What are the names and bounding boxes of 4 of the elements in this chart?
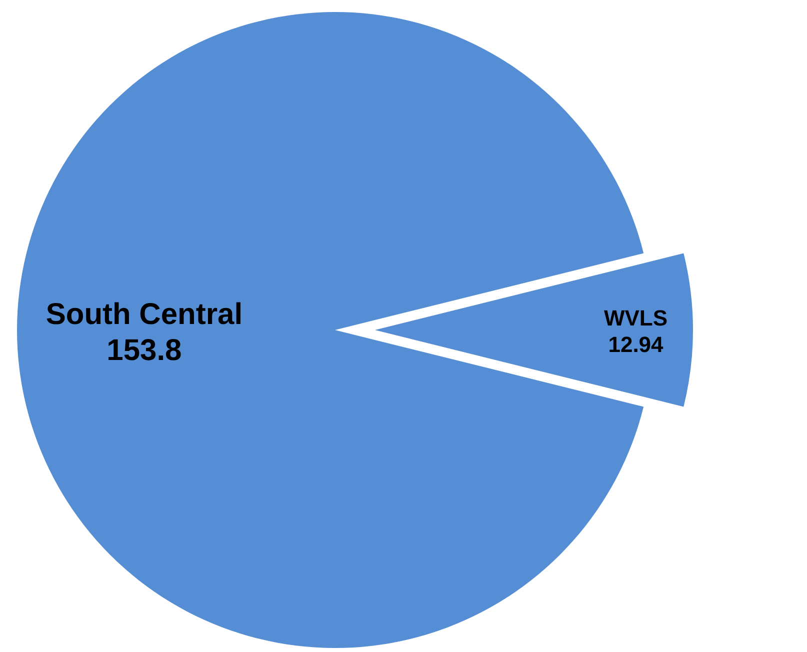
slice-label: WVLS — [604, 306, 668, 331]
data-label: 153.8 — [106, 334, 182, 367]
slice-label: South Central — [46, 298, 243, 331]
data-label: 12.94 — [608, 332, 664, 357]
